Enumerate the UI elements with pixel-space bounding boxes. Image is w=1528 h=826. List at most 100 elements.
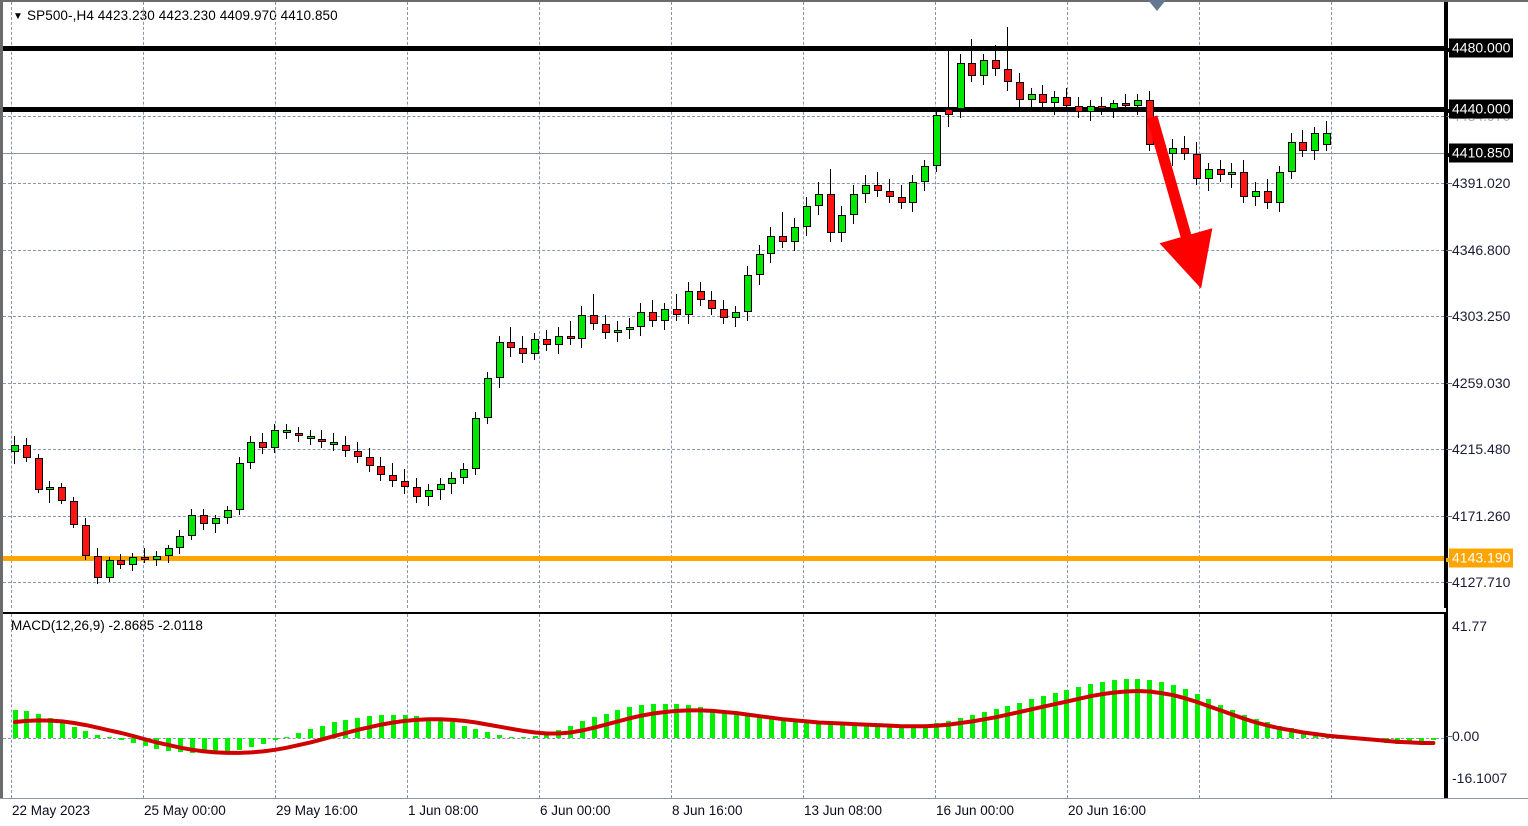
macd-histogram-bar [662,703,668,738]
candle-body [1275,172,1284,203]
macd-axis-label: -16.1007 [1452,770,1508,786]
macd-histogram-bar [473,728,479,738]
candle-body [968,63,977,76]
candle-body [93,555,102,579]
candle-body [932,114,941,167]
macd-histogram-bar [839,724,845,738]
axis-tick [1446,581,1452,583]
price-axis-label: 4171.260 [1452,507,1511,524]
macd-histogram-bar [1289,728,1295,738]
time-axis-label: 29 May 16:00 [276,803,358,818]
bar-marker-triangle-icon[interactable] [1148,0,1166,11]
macd-histogram-bar [1277,725,1283,738]
time-axis-label: 20 Jun 16:00 [1068,803,1147,818]
candle-body [519,348,528,355]
vertical-gridline [275,2,276,608]
candle-body [767,236,776,255]
macd-histogram-bar [1029,699,1035,738]
macd-histogram-bar [1430,737,1436,741]
price-axis-label: 4480.000 [1449,38,1514,58]
macd-histogram-bar [709,708,715,738]
candle-body [554,336,563,346]
horizontal-gridline [3,581,1444,583]
macd-histogram-bar [508,736,514,738]
candle-body [696,290,705,300]
candle-body [743,275,752,312]
candle-body [1193,154,1201,179]
candle-wick [593,293,595,330]
collapse-triangle-icon[interactable]: ▼ [13,11,23,22]
candle-body [152,555,161,561]
vertical-gridline [275,614,276,798]
candle-wick [49,481,51,503]
chart-header-label: SP500-,H4 4423.230 4423.230 4409.970 441… [27,8,338,23]
candle-wick [782,211,784,249]
candle-body [814,193,823,206]
candle-wick [947,51,949,128]
candle-body [318,439,327,443]
level-line-support-orange[interactable] [3,556,1444,562]
candle-body [105,560,114,579]
macd-histogram-bar [757,717,763,738]
current-price-line [3,153,1444,154]
candle-body [223,510,232,518]
macd-histogram-bar [1159,682,1165,738]
time-axis[interactable]: 22 May 2023 25 May 00:00 29 May 16:00 1 Jun… [0,798,1528,826]
macd-histogram-bar [792,721,798,738]
macd-histogram-bar [638,705,644,738]
horizontal-gridline [3,382,1444,384]
candle-body [850,193,859,215]
vertical-gridline [143,2,144,608]
candle-body [862,184,871,194]
macd-histogram-bar [910,725,916,738]
candle-body [531,339,540,355]
time-axis-label: 25 May 00:00 [144,803,226,818]
level-line-resistance-lower[interactable] [3,106,1444,112]
candle-body [471,417,480,470]
candle-wick [569,320,571,346]
price-axis-label: 4303.250 [1452,307,1511,324]
macd-histogram-bar [1265,722,1271,738]
macd-histogram-bar [1194,694,1200,738]
macd-histogram-bar [804,722,810,738]
candle-body [235,463,244,511]
macd-histogram-bar [260,737,266,744]
macd-histogram-bar [615,709,621,738]
price-chart-pane[interactable]: ▼ SP500-,H4 4423.230 4423.230 4409.970 44… [3,2,1446,608]
candle-body [58,486,67,502]
macd-histogram-bar [59,721,65,738]
macd-histogram-bar [922,724,928,738]
axis-tick [1446,315,1452,317]
candle-body [897,196,906,203]
candle-body [188,514,197,536]
horizontal-gridline [3,116,1444,118]
candle-wick [404,469,406,494]
macd-histogram-bar [272,737,278,741]
vertical-gridline [1199,2,1200,608]
macd-histogram-bar [142,737,148,747]
vertical-gridline [671,614,672,798]
macd-histogram-bar [1206,699,1212,738]
price-axis-label: 4215.480 [1452,440,1511,457]
vertical-gridline [1199,614,1200,798]
macd-histogram-bar [1229,709,1235,738]
vertical-gridline [143,614,144,798]
candle-body [1110,102,1119,109]
macd-indicator-pane[interactable]: MACD(12,26,9) -2.8685 -2.0118 [3,612,1446,798]
vertical-gridline [11,614,12,798]
macd-histogram-bar [1135,678,1141,738]
candle-body [1074,105,1083,112]
macd-histogram-bar [201,737,207,754]
candle-body [1039,93,1048,103]
macd-histogram-bar [284,736,290,738]
candle-body [542,339,551,346]
candle-body [625,326,634,330]
candle-body [944,108,953,115]
candle-body [247,442,256,464]
macd-histogram-bar [650,704,656,738]
price-axis[interactable]: 4480.0004440.0004434.9704410.8504391.020… [1446,2,1528,798]
candle-body [436,484,445,491]
macd-histogram-bar [851,724,857,738]
level-line-resistance-upper[interactable] [3,46,1444,52]
vertical-gridline [11,2,12,608]
